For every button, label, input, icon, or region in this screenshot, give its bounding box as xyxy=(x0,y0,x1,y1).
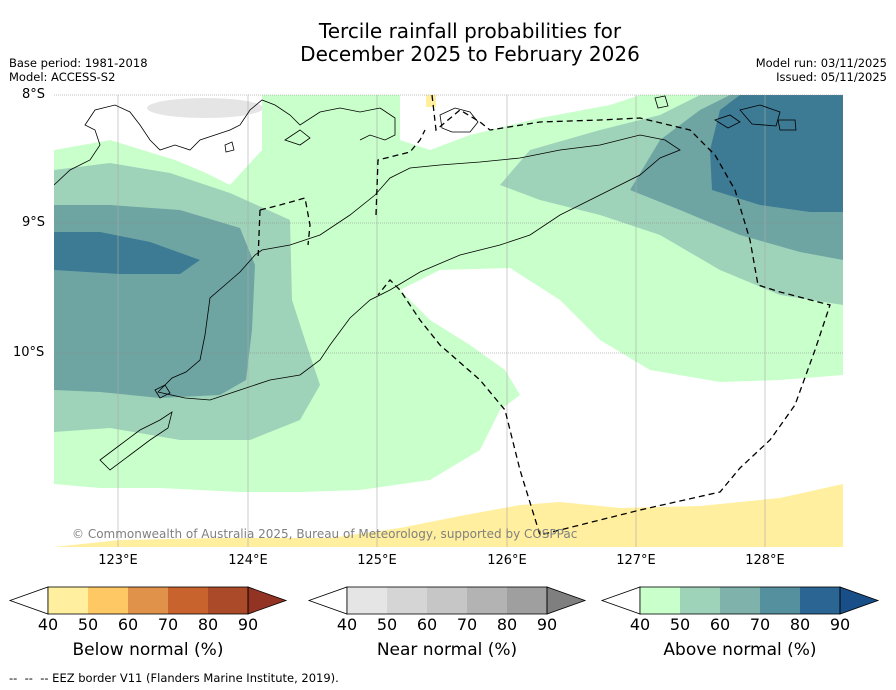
colorbar-segment xyxy=(387,587,427,614)
colorbar-segment xyxy=(467,587,507,614)
colorbar-segment xyxy=(48,587,88,614)
lon-label-128e: 128°E xyxy=(745,553,785,568)
colorbar-tick-label: 70 xyxy=(456,615,478,634)
colorbar-tick-label: 50 xyxy=(77,615,99,634)
coastlines xyxy=(54,95,797,471)
gridlines xyxy=(54,94,843,547)
map-area xyxy=(54,95,843,547)
colorbar-segment xyxy=(347,587,387,614)
colorbar-segment xyxy=(720,587,760,614)
lon-label-124e: 124°E xyxy=(228,553,268,568)
colorbar-name: Above normal (%) xyxy=(663,640,817,660)
lon-label-123e: 123°E xyxy=(98,553,138,568)
colorbar-tick-label: 80 xyxy=(789,615,811,634)
colorbar-tick-label: 90 xyxy=(829,615,851,634)
colorbar-border xyxy=(639,586,841,615)
colorbar-border xyxy=(47,586,249,615)
model-run: Model run: 03/11/2025 xyxy=(755,56,887,70)
colorbars xyxy=(8,586,880,615)
colorbar-extend-high xyxy=(247,586,288,615)
issued-date: Issued: 05/11/2025 xyxy=(776,70,887,84)
colorbar-extend-high xyxy=(839,586,880,615)
colorbar-tick-label: 40 xyxy=(336,615,358,634)
colorbar-tick-label: 80 xyxy=(197,615,219,634)
lat-label-8s: 8°S xyxy=(22,87,46,102)
near-normal-patch xyxy=(147,98,263,118)
below-normal-region xyxy=(54,484,843,547)
near-white-region-2 xyxy=(400,95,640,150)
colorbar-tick-label: 90 xyxy=(536,615,558,634)
colorbar-tick-label: 50 xyxy=(376,615,398,634)
colorbar-tick-label: 60 xyxy=(117,615,139,634)
title-line-1: Tercile rainfall probabilities for xyxy=(318,19,622,43)
base-period: Base period: 1981-2018 xyxy=(9,56,148,70)
colorbar-segment xyxy=(88,587,128,614)
colorbar-extend-low xyxy=(307,586,348,615)
colorbar-segment xyxy=(427,587,467,614)
colorbar-tick-label: 40 xyxy=(629,615,651,634)
colorbar-tick-label: 80 xyxy=(496,615,518,634)
lon-label-126e: 126°E xyxy=(487,553,527,568)
model-name: Model: ACCESS-S2 xyxy=(9,70,116,84)
colorbar-segment xyxy=(640,587,680,614)
eez-border xyxy=(257,95,831,536)
chart-title: Tercile rainfall probabilities for Decem… xyxy=(0,20,896,66)
title-line-2: December 2025 to February 2026 xyxy=(300,42,640,66)
lat-label-9s: 9°S xyxy=(22,215,46,230)
lon-label-127e: 127°E xyxy=(616,553,656,568)
colorbar-segment xyxy=(800,587,840,614)
above-normal-80-left xyxy=(54,232,200,274)
colorbar-tick-label: 60 xyxy=(709,615,731,634)
colorbar-segment xyxy=(507,587,547,614)
colorbar-segment xyxy=(128,587,168,614)
colorbar-border xyxy=(346,586,548,615)
colorbar-tick-label: 70 xyxy=(749,615,771,634)
copyright-text: © Commonwealth of Australia 2025, Bureau… xyxy=(72,527,578,541)
colorbar-extend-high xyxy=(546,586,587,615)
colorbar-name: Near normal (%) xyxy=(376,640,518,660)
lon-label-125e: 125°E xyxy=(357,553,397,568)
colorbar-extend-low xyxy=(8,586,49,615)
colorbar-tick-label: 40 xyxy=(37,615,59,634)
below-normal-patch-top xyxy=(426,95,436,107)
above-normal-80-right xyxy=(710,95,843,212)
lat-label-10s: 10°S xyxy=(13,345,45,360)
eez-legend-text: -- -- -- EEZ border V11 (Flanders Marine… xyxy=(9,671,339,685)
colorbar-segment xyxy=(760,587,800,614)
colorbar-tick-label: 50 xyxy=(669,615,691,634)
colorbar-segment xyxy=(168,587,208,614)
meta-right: Model run: 03/11/2025 Issued: 05/11/2025 xyxy=(756,56,887,84)
colorbar-tick-label: 90 xyxy=(237,615,259,634)
colorbar-tick-label: 60 xyxy=(416,615,438,634)
colorbar-segment xyxy=(208,587,248,614)
meta-left: Base period: 1981-2018 Model: ACCESS-S2 xyxy=(9,56,148,84)
colorbar-segment xyxy=(680,587,720,614)
colorbar-extend-low xyxy=(600,586,641,615)
colorbar-name: Below normal (%) xyxy=(72,640,224,660)
colorbar-tick-label: 70 xyxy=(157,615,179,634)
